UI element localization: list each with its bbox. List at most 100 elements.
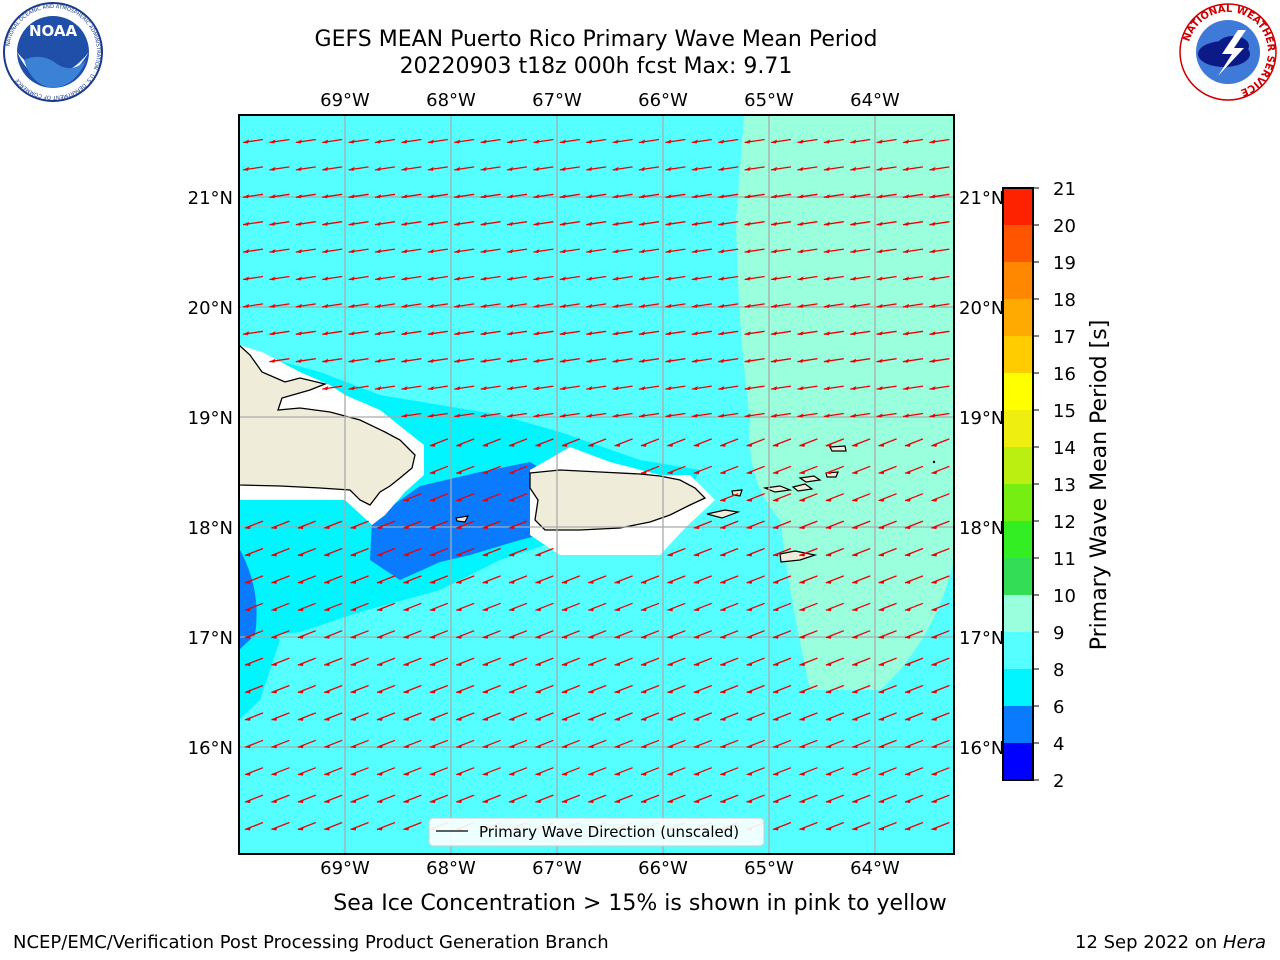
wave-arrow-head [403, 525, 410, 530]
wave-arrow-head [641, 689, 647, 694]
wave-arrow-head [456, 771, 463, 776]
wave-arrow-head [480, 139, 487, 144]
wave-arrow-head [614, 744, 621, 749]
wave-arrow-head [720, 744, 727, 749]
wave-arrow-head [639, 249, 645, 254]
wave-arrow-head [799, 579, 806, 584]
lon-label-bottom: 64°W [850, 858, 900, 879]
wave-arrow-head [269, 194, 276, 199]
wave-arrow-head [509, 579, 515, 584]
wave-arrow-head [245, 607, 251, 612]
wave-arrow-head [533, 413, 540, 418]
wave-arrow-head [427, 386, 434, 391]
wave-arrow-head [746, 634, 753, 639]
wave-arrow-head [878, 607, 885, 612]
wave-arrow-head [797, 276, 804, 281]
wave-arrow-head [825, 771, 832, 776]
wave-direction-arrows [242, 138, 950, 831]
wave-arrow-head [746, 442, 753, 447]
wave-arrow-head [295, 249, 302, 254]
wave-arrow-head [269, 331, 276, 336]
wave-arrow-head [773, 607, 779, 612]
wave-arrow-head [429, 744, 436, 749]
wave-arrow-head [905, 607, 911, 612]
wave-arrow-head [295, 139, 302, 144]
wave-arrow-head [324, 634, 331, 639]
wave-arrow-head [348, 139, 355, 144]
wave-arrow-head [639, 166, 645, 171]
wave-arrow-head [429, 689, 436, 694]
wave-arrow-head [271, 525, 278, 530]
wave-arrow-head [929, 221, 936, 226]
wave-arrow-head [429, 716, 436, 721]
wave-arrow-head [852, 607, 859, 612]
wave-arrow-head [535, 579, 542, 584]
wave-arrow-head [509, 689, 515, 694]
wave-arrow-head [507, 276, 513, 281]
wave-arrow-head [773, 442, 779, 447]
wave-arrow-head [718, 358, 725, 363]
wave-arrow-head [454, 166, 461, 171]
wave-arrow-head [905, 662, 911, 667]
wave-arrow-head [375, 139, 381, 144]
wave-arrow-head [401, 276, 408, 281]
wave-arrow-head [482, 607, 489, 612]
colorbar-tick-label: 19 [1053, 253, 1076, 274]
wave-arrow-head [535, 799, 542, 804]
wave-arrow-head [480, 331, 487, 336]
colorbar-tick-label: 18 [1053, 290, 1076, 311]
wave-arrow-head [931, 525, 938, 530]
wave-arrow-head [876, 249, 883, 254]
wave-arrow-head [665, 139, 672, 144]
wave-arrow-head [693, 689, 700, 694]
wave-arrow-head [612, 166, 619, 171]
wave-arrow-head [403, 634, 410, 639]
wave-arrow-head [348, 303, 355, 308]
wave-arrow-head [771, 331, 777, 336]
wave-arrow-head [350, 716, 357, 721]
wave-arrow-head [245, 744, 251, 749]
colorbar-tick-label: 15 [1053, 401, 1076, 422]
wave-arrow-head [401, 413, 408, 418]
wave-arrow-head [744, 249, 751, 254]
wave-arrow-head [509, 552, 515, 557]
wave-arrow-head [852, 799, 859, 804]
wave-arrow-head [269, 249, 276, 254]
wave-arrow-head [771, 413, 777, 418]
wave-arrow-head [878, 662, 885, 667]
wave-arrow-head [718, 386, 725, 391]
wave-arrow-head [324, 799, 331, 804]
wave-arrow-head [559, 303, 566, 308]
wave-arrow-head [350, 689, 357, 694]
colorbar-tick-label: 12 [1053, 512, 1076, 533]
wave-arrow-head [375, 194, 381, 199]
wave-arrow-head [614, 799, 621, 804]
puerto-rico-land [529, 469, 707, 531]
wave-arrow-head [693, 771, 700, 776]
wave-arrow-head [533, 386, 540, 391]
colorbar-segment [1003, 447, 1033, 484]
wave-arrow-head [876, 303, 883, 308]
wave-arrow-head [297, 799, 304, 804]
wave-arrow-head [929, 166, 936, 171]
wave-arrow-head [509, 662, 515, 667]
wave-arrow-head [639, 221, 645, 226]
wave-arrow-head [746, 771, 753, 776]
wave-arrow-head [641, 442, 647, 447]
wave-arrow-head [243, 276, 249, 281]
wave-arrow-head [561, 716, 568, 721]
wave-arrow-head [297, 662, 304, 667]
wave-arrow-head [931, 826, 938, 831]
wave-arrow-head [746, 689, 753, 694]
wave-arrow-head [535, 607, 542, 612]
wave-arrow-head [667, 662, 674, 667]
colorbar-segment [1003, 188, 1033, 225]
wave-arrow-head [744, 331, 751, 336]
wave-arrow-head [586, 221, 593, 226]
wave-arrow-head [243, 194, 249, 199]
grid-lines [239, 115, 954, 854]
wave-arrow-head [852, 689, 859, 694]
wave-arrow-head [799, 525, 806, 530]
wave-arrow-head [852, 497, 859, 502]
wave-arrow-head [931, 634, 938, 639]
